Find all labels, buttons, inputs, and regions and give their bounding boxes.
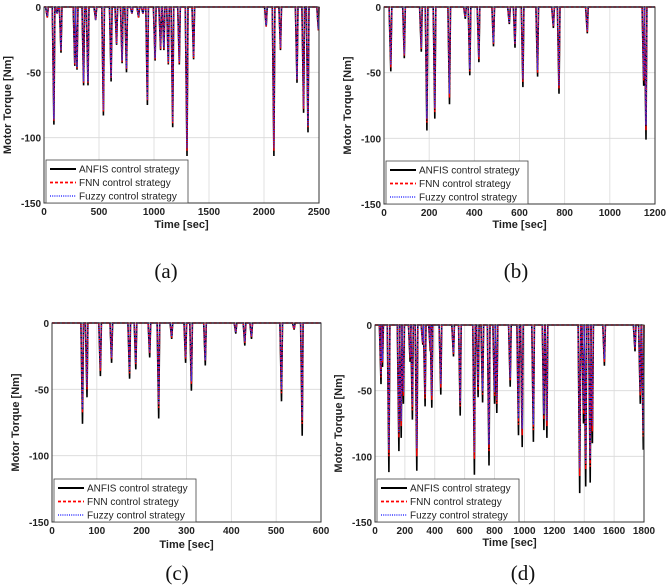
x-tick-label: 1000: [513, 526, 536, 537]
legend-entry: Fuzzy control strategy: [79, 192, 177, 203]
legend-entry: FNN control strategy: [79, 178, 171, 189]
chart-panel-3: 0 100 200 300 400 500 600 0 -50 -100 -150 ANFIS con…: [10, 319, 330, 585]
x-tick-label: 0: [49, 526, 55, 537]
chart-panel-1: 0 500 1000 1500 2000 2500 0 -50 -100 -150 ANFIS co…: [2, 3, 331, 283]
x-tick-label: 1600: [603, 526, 626, 537]
panel-label: (c): [165, 561, 188, 585]
legend-entry: Fuzzy control strategy: [410, 511, 508, 522]
x-tick-label: 0: [372, 526, 378, 537]
y-axis-label: Motor Torque [Nm]: [333, 374, 345, 473]
series-line-3: [44, 6, 320, 149]
x-tick-label: 0: [41, 207, 47, 218]
x-tick-label: 800: [486, 526, 503, 537]
legend-entry: FNN control strategy: [87, 497, 179, 508]
y-tick-label: 0: [35, 3, 41, 14]
x-tick-label: 600: [511, 208, 528, 219]
x-tick-label: 2000: [253, 207, 276, 218]
x-axis-label: Time [sec]: [159, 539, 214, 551]
chart-panel-2: 0 200 400 600 800 1000 1200 0 -50 -100 -150 ANFIS c…: [342, 3, 667, 283]
legend: [376, 478, 520, 523]
x-tick-label: 400: [466, 208, 483, 219]
x-tick-label: 1500: [198, 207, 221, 218]
y-axis-label: Motor Torque [Nm]: [10, 373, 22, 472]
y-tick-label: -100: [29, 452, 49, 463]
panel-label: (a): [154, 259, 177, 283]
y-tick-label: -50: [27, 68, 42, 79]
x-tick-label: 800: [556, 208, 573, 219]
x-tick-label: 1200: [644, 208, 667, 219]
x-tick-label: 1800: [633, 526, 656, 537]
legend-entry: Fuzzy control strategy: [419, 193, 517, 204]
series-line-1: [44, 6, 320, 157]
chart-panel-4: 0 200 400 600 800 1000 1200 1400 1600 1800 0 -50 -10…: [333, 321, 656, 585]
y-tick-label: 0: [43, 319, 49, 330]
panel-label: (d): [511, 561, 536, 585]
y-tick-label: -150: [352, 518, 372, 529]
x-tick-label: 500: [268, 526, 285, 537]
x-tick-label: 200: [133, 526, 150, 537]
y-tick-label: -100: [352, 452, 372, 463]
y-tick-label: -50: [367, 69, 382, 80]
legend: [53, 478, 197, 523]
x-tick-label: 1400: [573, 526, 596, 537]
x-tick-label: 0: [381, 208, 387, 219]
y-tick-label: 0: [375, 3, 381, 14]
legend-entry: ANFIS control strategy: [410, 484, 511, 495]
x-tick-label: 500: [91, 207, 108, 218]
y-tick-label: -50: [35, 385, 50, 396]
x-tick-label: 400: [223, 526, 240, 537]
legend-entry: FNN control strategy: [410, 497, 502, 508]
x-tick-label: 400: [426, 526, 443, 537]
x-tick-label: 600: [313, 526, 330, 537]
y-tick-label: -150: [29, 518, 49, 529]
y-tick-label: -100: [21, 134, 41, 145]
y-tick-label: -50: [358, 387, 373, 398]
x-tick-label: 200: [397, 526, 414, 537]
legend-entry: Fuzzy control strategy: [87, 511, 185, 522]
x-axis-label: Time [sec]: [492, 219, 547, 231]
legend: [385, 160, 529, 205]
x-tick-label: 100: [88, 526, 105, 537]
series-line-2: [44, 6, 320, 151]
x-tick-label: 300: [178, 526, 195, 537]
x-tick-label: 2500: [308, 207, 331, 218]
y-tick-label: -150: [361, 200, 381, 211]
x-axis-label: Time [sec]: [482, 537, 537, 549]
y-tick-label: -150: [21, 199, 41, 210]
x-axis-label: Time [sec]: [154, 219, 209, 231]
y-axis-label: Motor Torque [Nm]: [342, 56, 354, 155]
x-tick-label: 1000: [143, 207, 166, 218]
legend-entry: ANFIS control strategy: [79, 165, 180, 176]
x-tick-label: 200: [421, 208, 438, 219]
legend-entry: ANFIS control strategy: [419, 166, 520, 177]
y-axis-label: Motor Torque [Nm]: [2, 56, 14, 155]
x-tick-label: 600: [456, 526, 473, 537]
legend: [45, 159, 189, 204]
x-tick-label: 1200: [543, 526, 566, 537]
panel-label: (b): [504, 259, 529, 283]
legend-entry: ANFIS control strategy: [87, 484, 188, 495]
y-tick-label: -100: [361, 134, 381, 145]
x-tick-label: 1000: [599, 208, 622, 219]
legend-entry: FNN control strategy: [419, 179, 511, 190]
y-tick-label: 0: [366, 321, 372, 332]
